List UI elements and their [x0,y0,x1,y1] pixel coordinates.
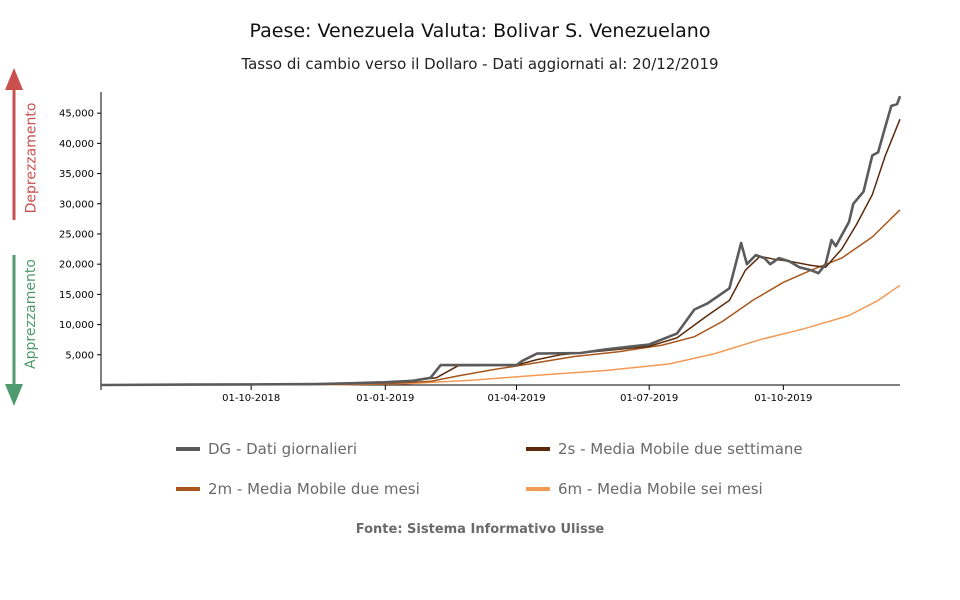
depreciation-label: Deprezzamento [22,102,39,214]
legend-label-daily: DG - Dati giornalieri [208,440,358,458]
legend-item-2months: 2m - Media Mobile due mesi [176,480,420,498]
legend-item-daily: DG - Dati giornalieri [176,440,357,458]
legend-label-2weeks: 2s - Media Mobile due settimane [558,440,803,458]
x-tick-label: 01-04-2019 [487,393,545,404]
series-line-2months [100,209,901,386]
series-line-2weeks [100,118,901,386]
series-line-daily [100,95,902,387]
y-tick-label: 15,000 [59,290,94,301]
legend-label-6months: 6m - Media Mobile sei mesi [558,480,763,498]
appreciation-arrow-head [5,384,23,406]
legend-swatch-2months [176,487,200,491]
legend-label-2months: 2m - Media Mobile due mesi [208,480,420,498]
y-tick-label: 40,000 [59,139,94,150]
series-layer [100,95,902,387]
axes: 5,000 10,000 15,000 20,000 25,000 30,000 35,00… [59,92,900,404]
y-tick-label: 20,000 [59,260,94,271]
legend-item-2weeks: 2s - Media Mobile due settimane [526,440,803,458]
chart-subtitle: Tasso di cambio verso il Dollaro - Dati … [241,55,719,73]
series-line-6months [100,284,901,386]
y-tick-label: 45,000 [59,109,94,120]
y-tick-label: 35,000 [59,169,94,180]
side-arrows [5,68,23,406]
legend-swatch-6months [526,487,550,491]
legend-swatch-daily [176,447,200,451]
y-tick-label: 5,000 [65,350,94,361]
x-tick-label: 01-10-2019 [754,393,812,404]
appreciation-label: Apprezzamento [22,259,39,369]
chart-title: Paese: Venezuela Valuta: Bolivar S. Vene… [249,20,711,42]
x-tick-label: 01-07-2019 [620,393,678,404]
x-tick-label: 01-01-2019 [356,393,414,404]
y-tick-label: 25,000 [59,229,94,240]
y-tick-label: 30,000 [59,199,94,210]
legend-swatch-2weeks [526,447,550,451]
y-tick-label: 10,000 [59,320,94,331]
source-note: Fonte: Sistema Informativo Ulisse [355,522,605,537]
legend-item-6months: 6m - Media Mobile sei mesi [526,480,763,498]
depreciation-arrow-head [5,68,23,90]
x-tick-label: 01-10-2018 [222,393,280,404]
